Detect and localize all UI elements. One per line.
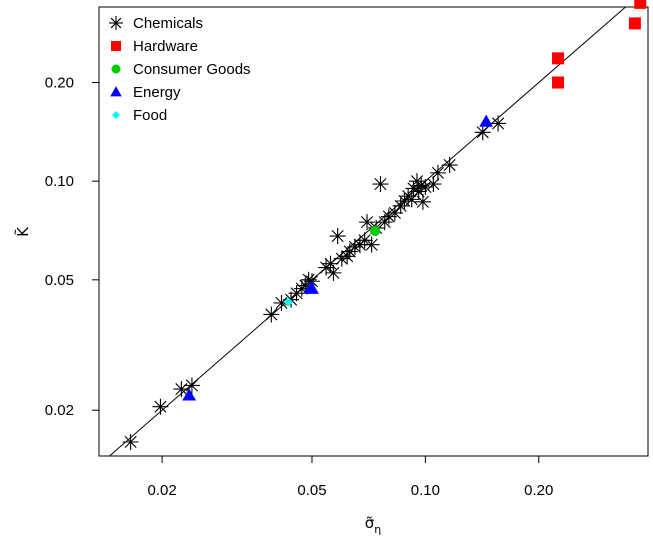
chemicals-point: [356, 232, 373, 249]
asterisk-stroke: [358, 234, 371, 247]
chemicals-point: [183, 377, 200, 394]
asterisk-stroke: [154, 400, 167, 413]
y-tick-label: 0.02: [45, 402, 74, 419]
energy-point: [479, 114, 494, 127]
legend-marker-chemicals: [109, 16, 123, 30]
food-point: [283, 297, 293, 307]
chemicals-point: [122, 433, 139, 450]
chemicals-point: [363, 236, 380, 253]
legend-marker-hardware: [111, 41, 121, 51]
chemicals-point: [441, 157, 458, 174]
asterisk-stroke: [416, 195, 429, 208]
x-axis-label-subscript: η: [374, 523, 381, 536]
x-axis-label-main: σ̃: [365, 514, 375, 532]
y-tick-label: 0.05: [45, 272, 74, 289]
x-tick-label: 0.02: [147, 482, 176, 499]
chemicals-point: [414, 193, 431, 210]
legend: Chemicals Hardware Consumer Goods Energy Foo…: [109, 15, 251, 124]
asterisk-stroke: [110, 17, 122, 29]
y-tick-label: 0.20: [45, 75, 74, 92]
chemicals-point: [173, 381, 190, 398]
chemicals-point: [429, 164, 446, 181]
asterisk-stroke: [492, 117, 505, 130]
legend-label-chemicals: Chemicals: [133, 15, 203, 32]
plot-frame: [98, 6, 649, 457]
x-tick-label: 0.10: [411, 482, 440, 499]
asterisk-stroke: [185, 379, 198, 392]
energy-point: [182, 388, 197, 401]
asterisk-stroke: [412, 185, 425, 198]
asterisk-stroke: [431, 166, 445, 179]
data-points: [122, 0, 647, 450]
asterisk-stroke: [324, 257, 337, 270]
asterisk-stroke: [305, 275, 319, 288]
legend-label-energy: Energy: [133, 84, 181, 101]
chemicals-point: [263, 306, 280, 323]
chemicals-point: [474, 124, 491, 141]
x-tick-label: 0.20: [524, 482, 553, 499]
chemicals-point: [329, 228, 346, 245]
energy-point: [305, 281, 319, 294]
y-axis: 0.02 0.05 0.10 0.20: [45, 75, 99, 419]
asterisk-stroke: [265, 308, 278, 321]
hardware-point: [634, 0, 647, 9]
asterisk-stroke: [124, 435, 137, 449]
legend-label-hardware: Hardware: [133, 38, 198, 55]
chemicals-point: [322, 255, 339, 272]
legend-marker-energy: [110, 86, 122, 97]
asterisk-stroke: [476, 126, 489, 139]
chemicals-point: [359, 214, 376, 231]
chemicals-point: [325, 264, 342, 281]
legend-marker-consumer-goods: [111, 64, 121, 74]
legend-label-food: Food: [133, 107, 167, 124]
asterisk-stroke: [388, 206, 401, 219]
chemicals-point: [392, 197, 409, 214]
chemicals-point: [490, 115, 507, 132]
x-axis: 0.02 0.05 0.10 0.20: [147, 456, 553, 499]
x-axis-label: σ̃η: [365, 514, 382, 536]
y-tick-label: 0.10: [45, 173, 74, 190]
asterisk-stroke: [427, 178, 440, 191]
x-tick-label: 0.05: [297, 482, 326, 499]
asterisk-stroke: [365, 238, 378, 251]
y-axis-label: K̃: [13, 226, 32, 237]
asterisk-stroke: [360, 216, 374, 229]
hardware-point: [552, 52, 565, 65]
asterisk-stroke: [331, 230, 344, 243]
chemicals-point: [346, 238, 363, 255]
legend-marker-food: [112, 111, 120, 119]
asterisk-stroke: [419, 180, 432, 194]
asterisk-stroke: [405, 193, 418, 206]
hardware-point: [628, 17, 641, 30]
chemicals-point: [372, 176, 389, 193]
hardware-point: [552, 76, 565, 89]
consumer-goods-point: [370, 225, 381, 236]
chemicals-point: [403, 191, 420, 208]
chemicals-point: [425, 176, 442, 193]
asterisk-stroke: [327, 266, 340, 279]
legend-label-consumer-goods: Consumer Goods: [133, 61, 251, 78]
chemicals-point: [152, 398, 169, 415]
asterisk-stroke: [374, 178, 387, 191]
asterisk-stroke: [443, 158, 456, 172]
chemicals-point: [380, 208, 397, 225]
chemicals-point: [339, 248, 356, 265]
